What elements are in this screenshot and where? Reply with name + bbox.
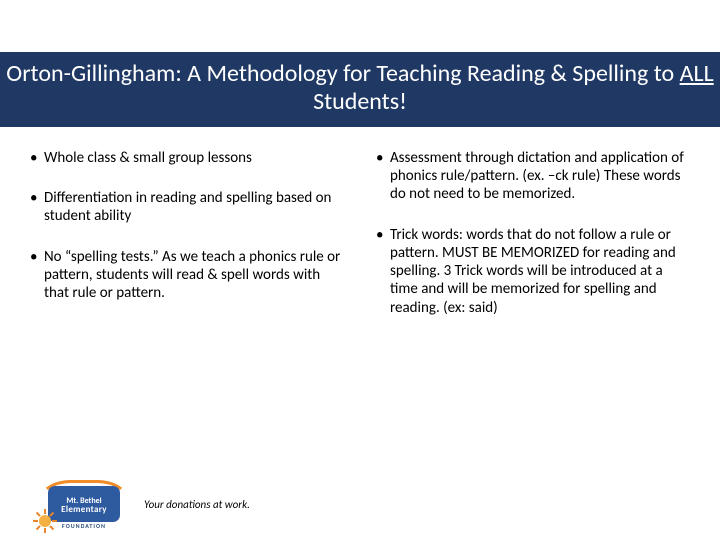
list-item: Whole class & small group lessons <box>30 149 344 167</box>
donations-caption: Your donations at work. <box>144 498 250 511</box>
sun-ray <box>44 528 46 533</box>
title-pre: Orton-Gillingham: A Methodology for Teac… <box>6 59 679 88</box>
sun-ray <box>52 520 57 522</box>
sun-ray <box>49 512 54 517</box>
sun-ray <box>36 512 41 517</box>
left-column: Whole class & small group lessons Differ… <box>30 149 344 339</box>
sun-ray <box>49 525 54 530</box>
logo-badge: Mt. Bethel Elementary <box>48 486 120 522</box>
logo-foundation-text: FOUNDATION <box>48 522 120 532</box>
sun-ray <box>33 520 38 522</box>
sun-ray <box>44 509 46 514</box>
foundation-logo: Mt. Bethel Elementary FOUNDATION <box>38 480 130 528</box>
title-band: Orton-Gillingham: A Methodology for Teac… <box>0 52 720 127</box>
content-columns: Whole class & small group lessons Differ… <box>0 127 720 339</box>
left-bullet-list: Whole class & small group lessons Differ… <box>30 149 344 303</box>
sun-ray <box>36 525 41 530</box>
logo-row: Mt. Bethel Elementary FOUNDATION Your do… <box>38 480 250 528</box>
right-column: Assessment through dictation and applica… <box>376 149 690 339</box>
sun-icon <box>34 510 56 532</box>
list-item: Trick words: words that do not follow a … <box>376 226 690 317</box>
list-item: Differentiation in reading and spelling … <box>30 189 344 226</box>
title-post: Students! <box>313 87 407 116</box>
right-bullet-list: Assessment through dictation and applica… <box>376 149 690 317</box>
list-item: Assessment through dictation and applica… <box>376 149 690 204</box>
title-underlined: ALL <box>680 59 714 88</box>
list-item: No “spelling tests.” As we teach a phoni… <box>30 248 344 303</box>
logo-line2: Elementary <box>61 505 107 514</box>
